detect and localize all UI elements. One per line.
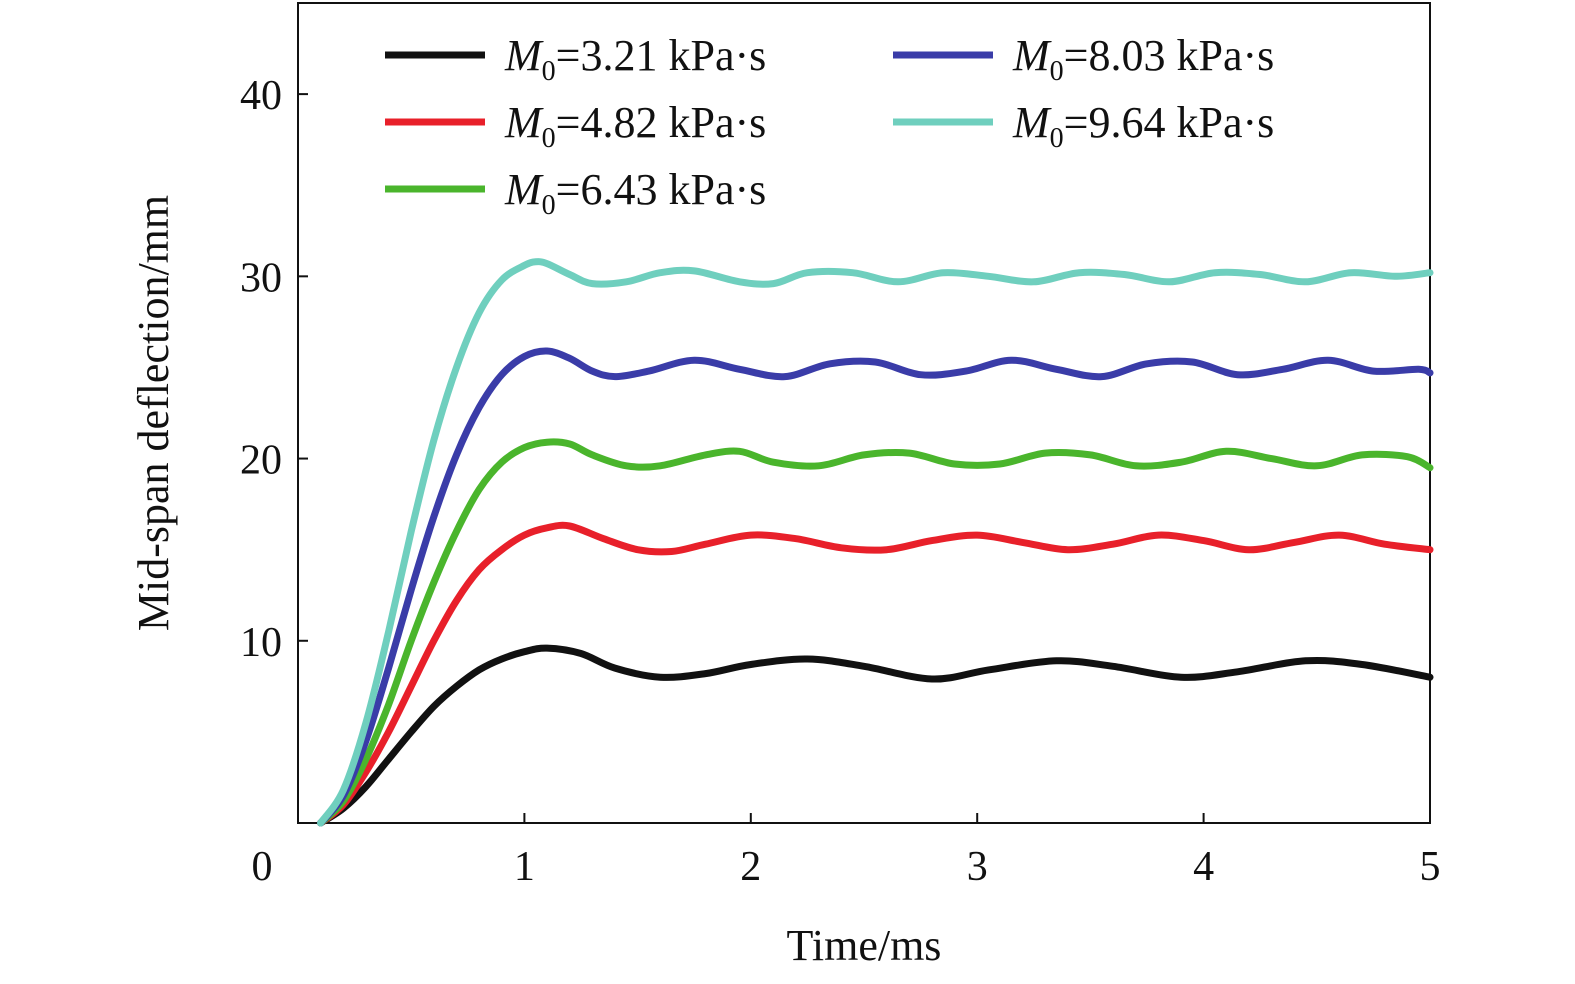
y-tick-label: 30 (240, 255, 282, 301)
series-line-4 (317, 347, 1434, 827)
series-line-5 (317, 258, 1434, 827)
legend-item-3: M0=6.43 kPa·s (385, 165, 766, 221)
x-axis-title: Time/ms (787, 921, 942, 970)
legend-label: M0=3.21 kPa·s (504, 31, 766, 87)
y-axis-title: Mid-span deflection/mm (129, 195, 178, 631)
legend-label: M0=4.82 kPa·s (504, 98, 766, 154)
series-line-3 (317, 438, 1434, 827)
x-tick-label: 2 (740, 844, 761, 890)
series-line-2 (317, 521, 1434, 827)
y-tick-label: 40 (240, 73, 282, 119)
y-tick-label: 20 (240, 438, 282, 484)
y-tick-label: 10 (240, 620, 282, 666)
series-line-1 (317, 644, 1434, 827)
legend-label: M0=9.64 kPa·s (1012, 98, 1274, 154)
plot-frame (297, 2, 1431, 824)
x-tick-label: 3 (967, 844, 988, 890)
x-axis-ticks: 0 1 2 3 4 5 (252, 813, 1441, 890)
legend-item-2: M0=4.82 kPa·s (385, 98, 766, 154)
x-tick-label: 0 (252, 844, 273, 890)
x-tick-label: 1 (514, 844, 535, 890)
legend: M0=3.21 kPa·s M0=4.82 kPa·s M0=6.43 kPa·s M… (385, 31, 1274, 221)
y-axis-ticks: 10 20 30 40 (240, 73, 308, 666)
x-tick-label: 5 (1420, 844, 1441, 890)
legend-item-4: M0=8.03 kPa·s (893, 31, 1274, 87)
x-tick-label: 4 (1193, 844, 1214, 890)
series-layer (317, 258, 1434, 827)
legend-item-1: M0=3.21 kPa·s (385, 31, 766, 87)
legend-label: M0=6.43 kPa·s (504, 165, 766, 221)
legend-item-5: M0=9.64 kPa·s (893, 98, 1274, 154)
legend-label: M0=8.03 kPa·s (1012, 31, 1274, 87)
